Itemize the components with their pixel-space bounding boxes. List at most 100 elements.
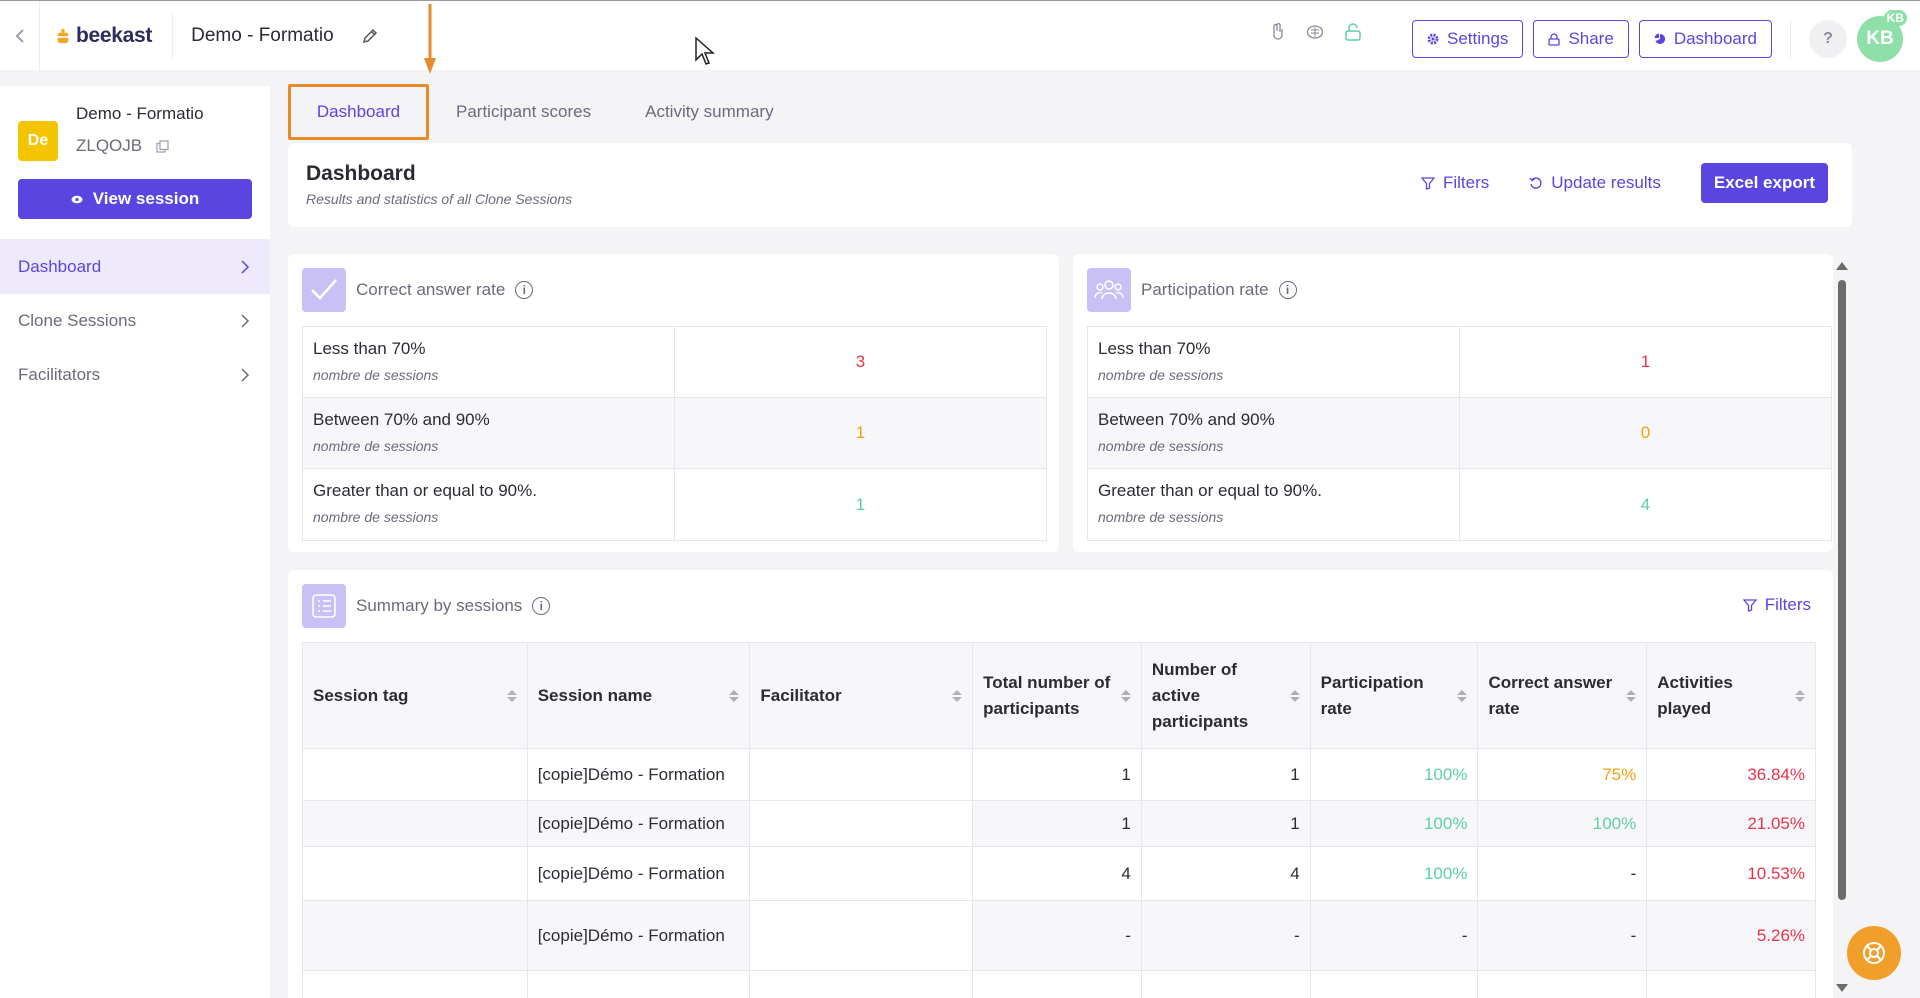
cell-activities-played: 5.26%	[1756, 925, 1806, 945]
cell-participation-rate: 100%	[1311, 801, 1479, 846]
filters-button[interactable]: Filters	[1420, 173, 1489, 193]
logo[interactable]: beekast	[40, 12, 174, 59]
row-sublabel: nombre de sessions	[1098, 509, 1224, 525]
row-label: Between 70% and 90%	[1098, 410, 1275, 429]
lock-icon	[1548, 32, 1561, 46]
info-icon[interactable]: i	[1278, 281, 1297, 299]
lifebuoy-icon	[1863, 942, 1885, 964]
cell-participation-rate: -	[1311, 901, 1479, 970]
row-sublabel: nombre de sessions	[313, 509, 439, 525]
card-title: Summary by sessions	[356, 596, 523, 615]
card-header: Correct answer rate i	[302, 268, 534, 312]
filter-icon	[1742, 599, 1757, 612]
scroll-up-arrow-icon[interactable]	[1836, 262, 1848, 270]
page-title: Dashboard	[306, 162, 416, 185]
separator	[1789, 20, 1791, 58]
sidebar-item-clone-sessions[interactable]: Clone Sessions	[0, 294, 270, 348]
view-session-label: View session	[92, 189, 200, 208]
unlock-icon[interactable]	[1344, 23, 1362, 41]
help-button[interactable]: ?	[1808, 20, 1847, 58]
hand-icon[interactable]	[1268, 23, 1286, 41]
divider	[0, 239, 270, 240]
avatar[interactable]: KB KB	[1856, 10, 1907, 62]
row-sublabel: nombre de sessions	[1098, 438, 1224, 454]
table-row[interactable]	[303, 971, 1815, 998]
sort-icon	[1457, 689, 1468, 702]
scrollbar-thumb[interactable]	[1838, 280, 1846, 900]
edit-title-button[interactable]	[360, 26, 380, 46]
column-header-active-participants[interactable]: Number of active participants	[1142, 643, 1311, 748]
page-subtitle: Results and statistics of all Clone Sess…	[306, 191, 573, 207]
dashboard-button[interactable]: Dashboard	[1638, 20, 1772, 58]
cell-total-participants: -	[973, 901, 1142, 970]
sidebar-item-dashboard[interactable]: Dashboard	[0, 240, 270, 294]
vertical-scrollbar[interactable]	[1835, 258, 1849, 998]
table-row[interactable]: [copie]Démo - Formation - - - - 5.26%	[303, 901, 1815, 971]
row-value: 1	[1640, 352, 1651, 371]
cell-active-participants: 4	[1142, 847, 1311, 900]
table-row[interactable]: [copie]Démo - Formation 1 1 100% 75% 36.…	[303, 749, 1815, 801]
cell-activities-played: 21.05%	[1747, 813, 1806, 833]
session-badge: De	[18, 121, 58, 161]
cell-facilitator	[750, 749, 974, 800]
update-results-button[interactable]: Update results	[1529, 173, 1661, 193]
brain-icon[interactable]	[1306, 23, 1324, 41]
settings-button[interactable]: Settings	[1412, 20, 1524, 58]
column-header-session-name[interactable]: Session name	[528, 643, 751, 748]
chevron-right-icon	[241, 368, 250, 382]
correct-answer-rate-card: Correct answer rate i Less than 70% nombr…	[288, 254, 1059, 552]
sessions-table: Session tag Session name Facilitator Tot…	[302, 642, 1816, 998]
row-value: 0	[1640, 423, 1651, 442]
row-label: Greater than or equal to 90%.	[1098, 481, 1322, 500]
view-session-button[interactable]: View session	[18, 179, 252, 219]
cell-session-tag	[303, 901, 528, 970]
table-row: Greater than or equal to 90%. nombre de s…	[303, 469, 1046, 540]
row-sublabel: nombre de sessions	[313, 438, 439, 454]
scroll-down-arrow-icon[interactable]	[1836, 984, 1848, 992]
info-icon[interactable]: i	[515, 281, 534, 299]
card-title: Correct answer rate	[356, 280, 506, 299]
column-header-facilitator[interactable]: Facilitator	[750, 643, 974, 748]
sort-icon	[1120, 689, 1131, 702]
column-header-activities-played[interactable]: Activities played	[1647, 643, 1815, 748]
table-row: Between 70% and 90% nombre de sessions 1	[303, 398, 1046, 469]
sidebar-item-facilitators[interactable]: Facilitators	[0, 348, 270, 402]
cell-session-name: [copie]Démo - Formation	[528, 749, 751, 800]
cell-active-participants: -	[1142, 901, 1311, 970]
table-row[interactable]: [copie]Démo - Formation 1 1 100% 100% 21…	[303, 801, 1815, 847]
dashboard-label: Dashboard	[1673, 29, 1757, 48]
column-header-participation-rate[interactable]: Participation rate	[1311, 643, 1479, 748]
participation-rate-card: Participation rate i Less than 70% nombre…	[1073, 254, 1833, 552]
table-row[interactable]: [copie]Démo - Formation 4 4 100% - 10.53…	[303, 847, 1815, 901]
summary-filters-button[interactable]: Filters	[1742, 595, 1811, 615]
share-button[interactable]: Share	[1533, 20, 1629, 58]
row-sublabel: nombre de sessions	[1098, 367, 1224, 383]
copy-icon[interactable]	[156, 139, 169, 153]
tab-participant-scores[interactable]: Participant scores	[456, 102, 592, 121]
cell-facilitator	[750, 847, 974, 900]
info-icon[interactable]: i	[532, 597, 551, 615]
users-icon	[1087, 268, 1131, 312]
cell-session-name: [copie]Démo - Formation	[528, 801, 751, 846]
excel-export-button[interactable]: Excel export	[1700, 163, 1828, 203]
column-header-session-tag[interactable]: Session tag	[303, 643, 528, 748]
cell-correct-answer-rate: 75%	[1478, 749, 1648, 800]
back-button[interactable]	[0, 0, 40, 71]
tab-dashboard[interactable]: Dashboard	[288, 84, 429, 140]
participation-rate-table: Less than 70% nombre de sessions 1 Betwee…	[1087, 326, 1832, 541]
session-header: De Demo - Formatio ZLQOJB	[0, 86, 270, 161]
cell-session-tag	[303, 847, 528, 900]
cell-facilitator	[750, 901, 974, 970]
column-header-correct-answer-rate[interactable]: Correct answer rate	[1478, 643, 1648, 748]
sidebar-item-label: Dashboard	[18, 257, 102, 276]
cell-facilitator	[750, 801, 974, 846]
avatar-initials: KB	[1866, 28, 1894, 49]
cell-active-participants: 1	[1142, 801, 1311, 846]
cell-correct-answer-rate: 100%	[1478, 801, 1648, 846]
row-label: Less than 70%	[1098, 339, 1211, 358]
help-chat-button[interactable]	[1847, 926, 1901, 980]
gear-icon	[1427, 33, 1439, 45]
filter-icon	[1420, 177, 1435, 190]
column-header-total-participants[interactable]: Total number of participants	[973, 643, 1142, 748]
tab-activity-summary[interactable]: Activity summary	[645, 102, 774, 121]
